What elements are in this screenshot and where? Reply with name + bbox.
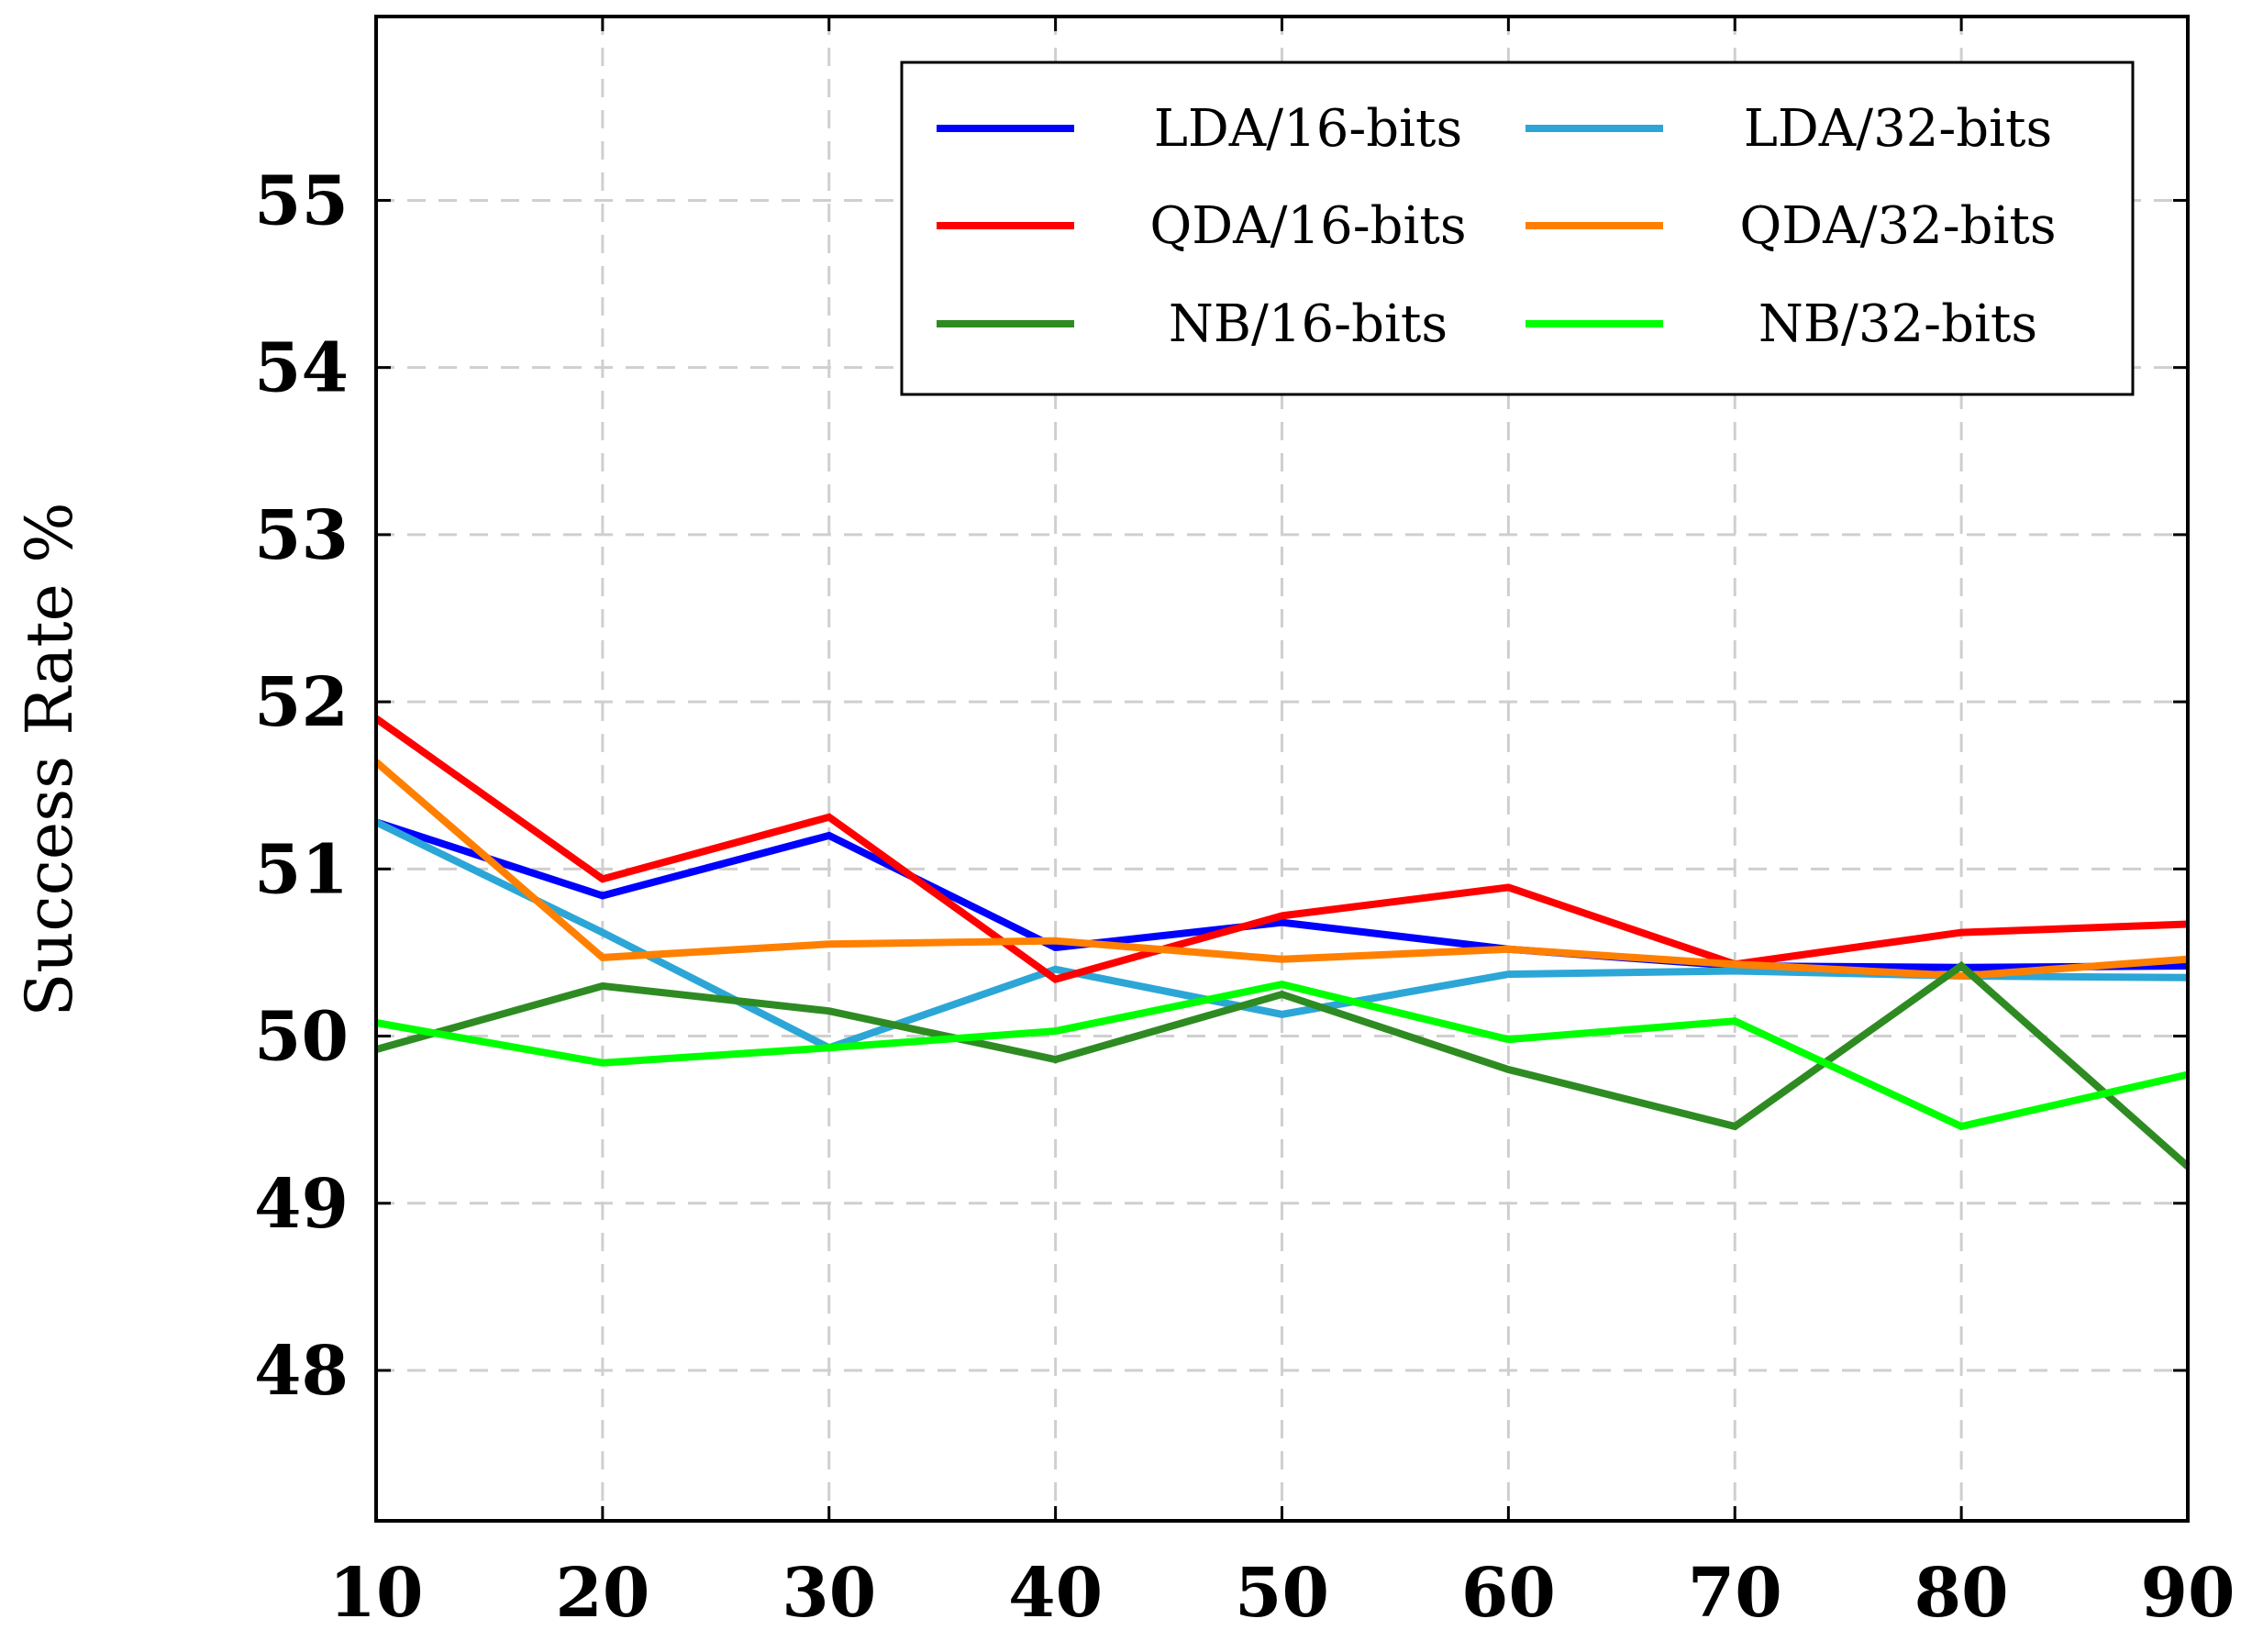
legend-label-qda-32-bits: QDA/32-bits bbox=[1739, 196, 2056, 256]
x-tick-label-90: 90 bbox=[2141, 1554, 2235, 1633]
x-tick-label-60: 60 bbox=[1461, 1554, 1556, 1633]
y-tick-label-52: 52 bbox=[254, 663, 349, 742]
legend-label-qda-16-bits: QDA/16-bits bbox=[1149, 196, 1466, 256]
y-tick-label-48: 48 bbox=[254, 1332, 349, 1411]
x-tick-label-80: 80 bbox=[1914, 1554, 2009, 1633]
plot-frame bbox=[374, 15, 2190, 1523]
legend-box bbox=[900, 61, 2135, 396]
y-axis-label: Success Rate % bbox=[12, 502, 87, 1016]
y-tick-label-54: 54 bbox=[254, 329, 349, 408]
x-tick-label-20: 20 bbox=[555, 1554, 649, 1633]
y-tick-label-51: 51 bbox=[254, 830, 349, 909]
label-layer: 48 49 50 51 52 53 54 55 10 20 30 40 50 60 70 80 90 bbox=[254, 161, 2235, 1633]
y-tick-label-53: 53 bbox=[254, 496, 349, 575]
x-tick-label-10: 10 bbox=[329, 1554, 424, 1633]
series-layer bbox=[373, 715, 2191, 1170]
series-line-nb-16-bits bbox=[374, 960, 2191, 1170]
series-line-qda-16-bits bbox=[373, 715, 2189, 983]
x-tick-label-40: 40 bbox=[1008, 1554, 1103, 1633]
x-tick-label-30: 30 bbox=[782, 1554, 876, 1633]
legend-label-nb-16-bits: NB/16-bits bbox=[1169, 294, 1448, 354]
series-line-nb-32-bits bbox=[375, 981, 2189, 1131]
legend-label-lda-16-bits: LDA/16-bits bbox=[1154, 99, 1463, 159]
y-tick-label-50: 50 bbox=[254, 998, 349, 1077]
x-tick-label-50: 50 bbox=[1235, 1554, 1329, 1633]
legend-label-lda-32-bits: LDA/32-bits bbox=[1744, 99, 2053, 159]
x-tick-label-70: 70 bbox=[1688, 1554, 1782, 1633]
legend: LDA/16-bits LDA/32-bits QDA/16-bits QDA/32-… bbox=[900, 61, 2135, 396]
y-tick-label-55: 55 bbox=[254, 161, 349, 240]
y-tick-label-49: 49 bbox=[254, 1165, 349, 1244]
legend-label-nb-32-bits: NB/32-bits bbox=[1758, 294, 2037, 354]
series-line-qda-32-bits bbox=[373, 759, 2189, 981]
series-line-lda-16-bits bbox=[374, 818, 2189, 971]
